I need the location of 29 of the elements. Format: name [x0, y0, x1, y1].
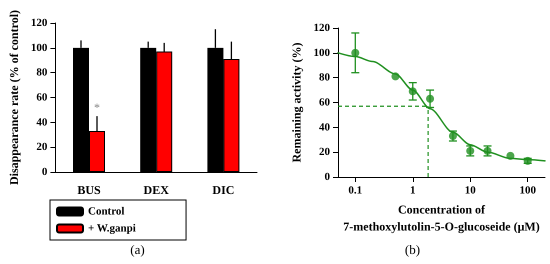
y-tick-label: 20: [319, 146, 330, 158]
y-axis-title: Disappearance rate (% of control): [7, 10, 21, 186]
x-tick-label: 0.1: [348, 184, 362, 196]
y-tick-label: 40: [319, 121, 330, 134]
y-tick-label: 120: [314, 22, 330, 34]
y-axis-title: Remaining activity (%): [290, 42, 304, 162]
y-tick-label: 100: [314, 46, 330, 59]
legend-label: + W.ganpi: [88, 222, 136, 234]
x-tick-label: 1: [410, 184, 416, 196]
x-tick-label: DEX: [144, 183, 170, 197]
y-tick-label: 120: [30, 17, 48, 29]
x-tick-label: 100: [519, 184, 536, 196]
y-tick-label: 60: [319, 96, 330, 108]
y-tick-label: 20: [36, 141, 48, 154]
y-tick-label: 0: [324, 171, 330, 183]
y-tick-label: 0: [42, 166, 48, 178]
x-tick-label: DIC: [212, 183, 234, 197]
y-tick-label: 40: [36, 116, 48, 128]
x-tick-label: 10: [464, 184, 476, 196]
y-tick-label: 60: [36, 92, 48, 104]
x-axis-title: Concentration of 7-methoxylutolin-5-O-glucoseide (μM): [343, 202, 540, 234]
x-tick-label: BUS: [77, 183, 101, 197]
text: (b): [404, 242, 420, 257]
legend-label: Control: [88, 206, 124, 218]
y-tick-label: 80: [319, 72, 330, 84]
annotation: *: [94, 100, 100, 115]
text: (a): [130, 242, 145, 257]
y-tick-label: 80: [36, 66, 48, 79]
y-tick-label: 100: [30, 42, 48, 54]
